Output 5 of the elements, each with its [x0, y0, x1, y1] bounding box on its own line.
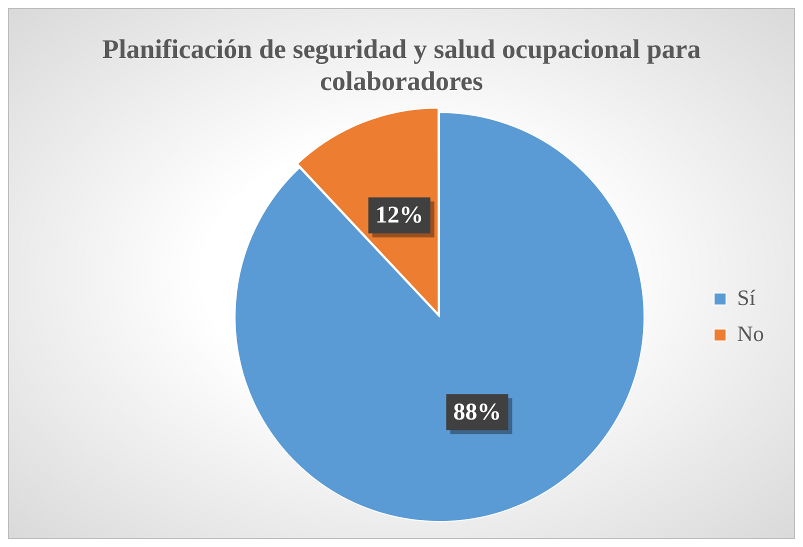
data-label: 12%	[375, 202, 424, 229]
chart-title: Planificación de seguridad y salud ocupacional para colaboradores	[101, 33, 702, 97]
legend-label: Sí	[737, 284, 756, 310]
data-label: 88%	[453, 399, 502, 426]
legend-label: No	[737, 320, 764, 346]
